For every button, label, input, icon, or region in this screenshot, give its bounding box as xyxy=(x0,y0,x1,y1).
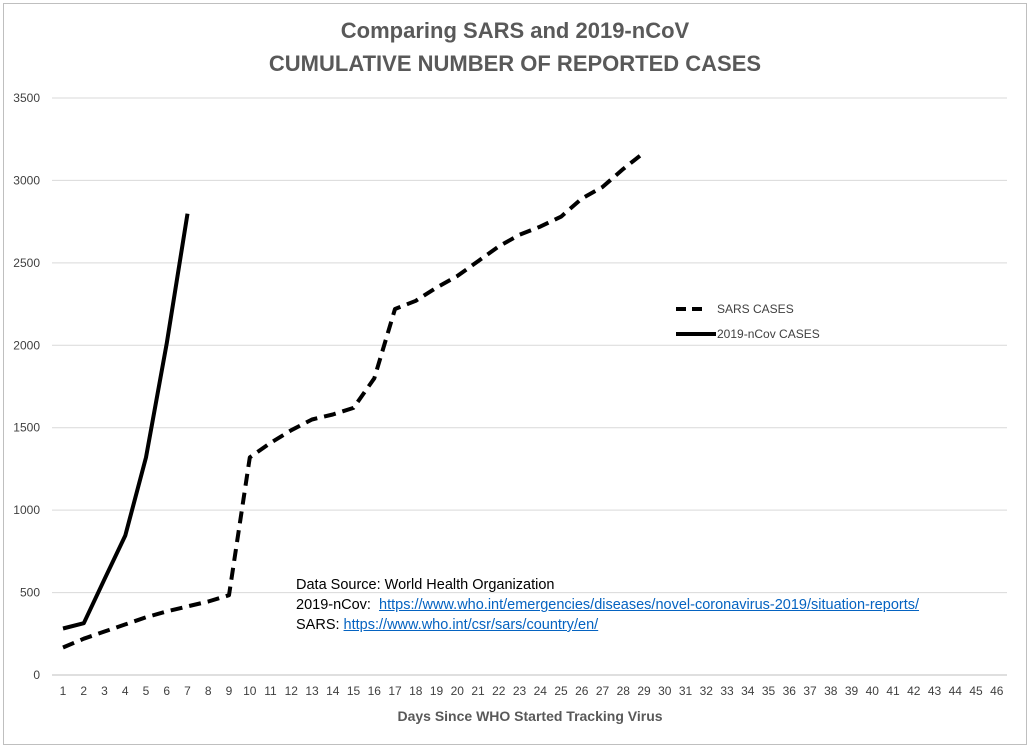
x-tick-label: 19 xyxy=(430,684,444,698)
x-tick-label: 6 xyxy=(163,684,170,698)
y-tick-label: 1000 xyxy=(13,503,40,517)
source-sars-label: SARS: xyxy=(296,617,344,633)
x-tick-label: 42 xyxy=(907,684,921,698)
y-axis-ticks: 0 500 1000 1500 2000 2500 3000 3500 xyxy=(13,91,40,682)
x-tick-label: 18 xyxy=(409,684,423,698)
chart-title: Comparing SARS and 2019-nCoV xyxy=(341,18,690,43)
x-tick-label: 46 xyxy=(990,684,1004,698)
x-tick-label: 41 xyxy=(886,684,900,698)
x-axis-label: Days Since WHO Started Tracking Virus xyxy=(397,708,662,724)
x-tick-label: 15 xyxy=(347,684,361,698)
legend-label-sars: SARS CASES xyxy=(717,302,794,316)
y-tick-label: 3500 xyxy=(13,91,40,105)
plot-series xyxy=(62,151,646,650)
x-tick-label: 3 xyxy=(101,684,108,698)
x-tick-label: 24 xyxy=(534,684,548,698)
y-tick-label: 1500 xyxy=(13,421,40,435)
x-tick-label: 17 xyxy=(388,684,402,698)
x-tick-label: 4 xyxy=(122,684,129,698)
series-line-sars xyxy=(62,151,646,650)
x-tick-label: 12 xyxy=(285,684,299,698)
series-line-ncov xyxy=(62,213,190,631)
legend: SARS CASES 2019-nCov CASES xyxy=(676,302,820,341)
x-tick-label: 32 xyxy=(700,684,714,698)
x-tick-label: 1 xyxy=(60,684,67,698)
y-tick-label: 2000 xyxy=(13,338,40,352)
x-tick-label: 9 xyxy=(226,684,233,698)
x-tick-label: 13 xyxy=(305,684,319,698)
x-tick-label: 39 xyxy=(845,684,859,698)
x-tick-label: 45 xyxy=(969,684,983,698)
x-tick-label: 36 xyxy=(783,684,797,698)
sars-source-link[interactable]: https://www.who.int/csr/sars/country/en/ xyxy=(343,617,599,633)
x-tick-label: 10 xyxy=(243,684,257,698)
y-tick-label: 0 xyxy=(33,668,40,682)
x-tick-label: 26 xyxy=(575,684,589,698)
source-sars-line: SARS: https://www.who.int/csr/sars/count… xyxy=(296,615,919,635)
x-tick-label: 30 xyxy=(658,684,672,698)
x-tick-label: 27 xyxy=(596,684,610,698)
gridlines xyxy=(52,97,1007,676)
x-tick-label: 20 xyxy=(451,684,465,698)
x-tick-label: 29 xyxy=(637,684,651,698)
x-tick-label: 2 xyxy=(80,684,87,698)
data-source-note: Data Source: World Health Organization 2… xyxy=(296,575,919,635)
x-tick-label: 40 xyxy=(866,684,880,698)
x-tick-label: 34 xyxy=(741,684,755,698)
chart-area xyxy=(3,3,1027,745)
x-tick-label: 37 xyxy=(803,684,817,698)
x-axis-ticks: 1 2 3 4 5 6 7 8 9 10 11 12 13 14 15 16 17 18 19 20 21 22 23 24 2… xyxy=(60,684,1004,698)
x-tick-label: 14 xyxy=(326,684,340,698)
x-tick-label: 23 xyxy=(513,684,527,698)
x-tick-label: 35 xyxy=(762,684,776,698)
x-tick-label: 38 xyxy=(824,684,838,698)
x-tick-label: 44 xyxy=(949,684,963,698)
x-tick-label: 22 xyxy=(492,684,506,698)
source-ncov-label: 2019-nCov: xyxy=(296,597,380,613)
y-tick-label: 500 xyxy=(20,586,40,600)
x-tick-label: 5 xyxy=(143,684,150,698)
ncov-source-link[interactable]: https://www.who.int/emergencies/diseases… xyxy=(379,597,920,613)
x-tick-label: 28 xyxy=(617,684,631,698)
x-tick-label: 7 xyxy=(184,684,191,698)
legend-label-ncov: 2019-nCov CASES xyxy=(717,327,820,341)
source-title: Data Source: World Health Organization xyxy=(296,577,555,593)
y-tick-label: 2500 xyxy=(13,256,40,270)
x-tick-label: 31 xyxy=(679,684,693,698)
x-tick-label: 33 xyxy=(720,684,734,698)
x-tick-label: 16 xyxy=(368,684,382,698)
x-tick-label: 11 xyxy=(264,684,277,698)
x-tick-label: 43 xyxy=(928,684,942,698)
y-tick-label: 3000 xyxy=(13,173,40,187)
chart-subtitle: CUMULATIVE NUMBER OF REPORTED CASES xyxy=(269,51,761,76)
x-tick-label: 21 xyxy=(471,684,485,698)
x-tick-label: 25 xyxy=(554,684,568,698)
source-ncov-line: 2019-nCov: https://www.who.int/emergenci… xyxy=(296,595,919,615)
x-tick-label: 8 xyxy=(205,684,212,698)
